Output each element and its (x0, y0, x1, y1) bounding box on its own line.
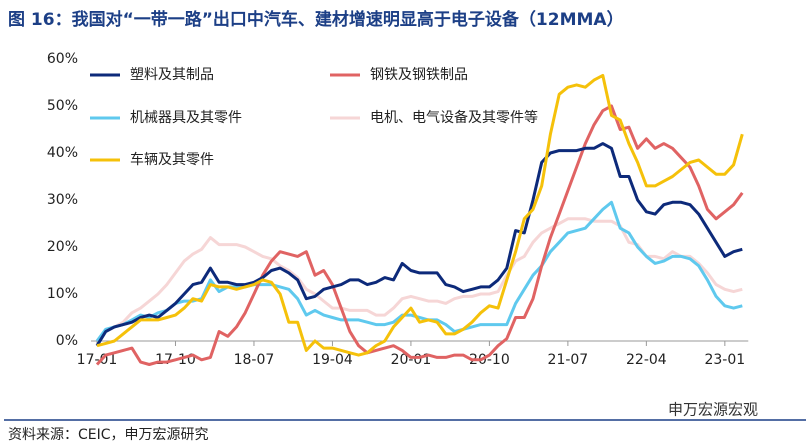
y-tick-label: 0% (56, 333, 78, 349)
legend-label: 车辆及其零件 (130, 151, 214, 168)
y-tick-label: 40% (47, 145, 78, 161)
x-tick-label: 19-04 (312, 352, 353, 368)
watermark: 申万宏源宏观 (668, 401, 758, 419)
y-tick-label: 50% (47, 98, 78, 114)
series-line (95, 142, 743, 347)
legend-label: 电机、电气设备及其零件等 (370, 109, 538, 126)
source: 资料来源：CEIC，申万宏源研究 (8, 427, 209, 443)
legend-label: 塑料及其制品 (130, 67, 214, 83)
x-tick-label: 20-10 (469, 352, 510, 368)
x-tick-label: 21-07 (548, 352, 589, 368)
x-tick-label: 22-04 (626, 352, 667, 368)
x-tick-label: 23-01 (704, 352, 745, 368)
chart-title: 图 16：我国对“一带一路”出口中汽车、建材增速明显高于电子设备（12MMA） (8, 9, 624, 30)
series-line (96, 73, 744, 357)
x-tick-label: 18-07 (234, 352, 275, 368)
y-tick-label: 20% (47, 239, 78, 255)
y-tick-label: 10% (47, 286, 78, 302)
series-line (95, 104, 744, 366)
y-tick-label: 30% (47, 192, 78, 208)
legend-label: 钢铁及钢铁制品 (370, 67, 468, 83)
legend-label: 机械器具及其零件 (130, 110, 242, 126)
y-tick-label: 60% (47, 51, 78, 67)
